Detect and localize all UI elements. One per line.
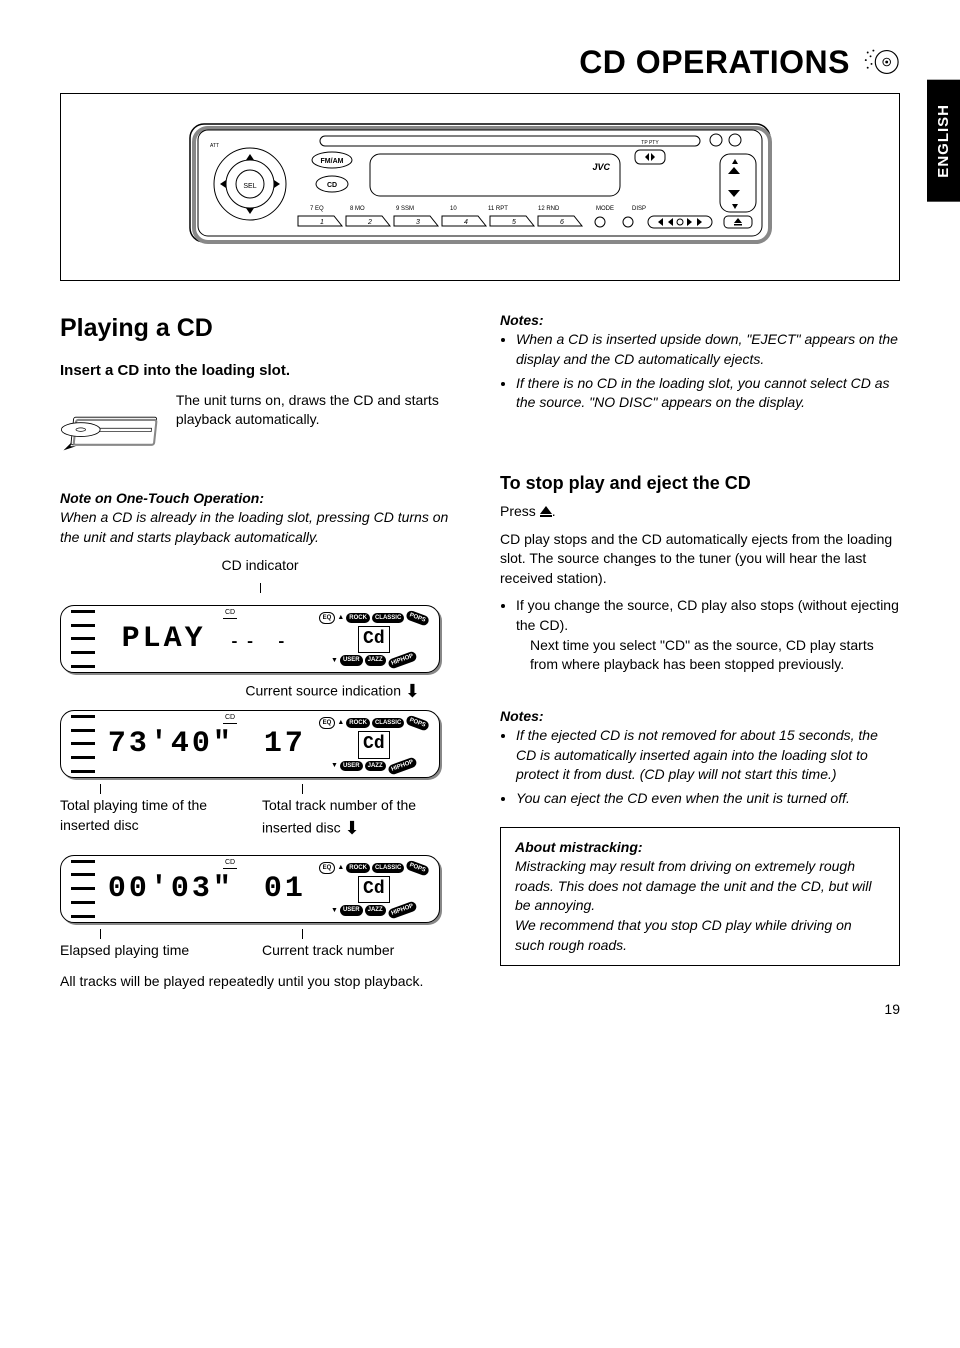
- svg-text:8 MO: 8 MO: [350, 206, 365, 212]
- notes2-heading: Notes:: [500, 707, 900, 727]
- svg-text:2: 2: [367, 219, 372, 226]
- insert-cd-illustration: [60, 391, 164, 471]
- cd-indicator-label: CD indicator: [60, 556, 460, 576]
- elapsed-label: Elapsed playing time: [60, 942, 189, 958]
- lcd-main-text: PLAY: [122, 618, 206, 660]
- language-tab: ENGLISH: [927, 80, 960, 202]
- insert-heading: Insert a CD into the loading slot.: [60, 360, 460, 381]
- notes1-heading: Notes:: [500, 311, 900, 331]
- note-item: When a CD is inserted upside down, "EJEC…: [516, 330, 900, 369]
- lcd-total-time: 73'40": [108, 723, 234, 765]
- stop-body: CD play stops and the CD automatically e…: [500, 530, 900, 589]
- section-heading-playing: Playing a CD: [60, 311, 460, 346]
- lcd-display-elapsed: CD 00'03" 01 EQ ▲ ROCK CLASSIC POPS: [60, 855, 440, 923]
- eject-icon: [540, 506, 552, 514]
- stop-bullet: If you change the source, CD play also s…: [516, 596, 900, 635]
- svg-text:5: 5: [512, 219, 516, 226]
- svg-text:SEL: SEL: [243, 183, 256, 190]
- svg-text:ATT: ATT: [210, 143, 219, 149]
- down-arrow-icon: ⬇: [344, 816, 359, 841]
- page-title: CD OPERATIONS: [579, 40, 850, 85]
- svg-text:4: 4: [464, 219, 468, 226]
- mistracking-box: About mistracking: Mistracking may resul…: [500, 827, 900, 967]
- svg-text:11 RPT: 11 RPT: [488, 206, 508, 212]
- svg-text:TP PTY: TP PTY: [641, 140, 659, 146]
- insert-body-text: The unit turns on, draws the CD and star…: [176, 391, 460, 430]
- stop-indent-note: Next time you select "CD" as the source,…: [500, 636, 900, 675]
- lcd-current-track: 01: [264, 868, 306, 910]
- stop-heading: To stop play and eject the CD: [500, 471, 900, 496]
- total-time-label: Total playing time of the inserted disc: [60, 797, 207, 833]
- svg-text:9 SSM: 9 SSM: [396, 206, 414, 212]
- one-touch-heading: Note on One-Touch Operation:: [60, 490, 264, 506]
- press-label: Press: [500, 503, 540, 519]
- device-illustration-frame: SEL FM/AM CD JVC TP PTY: [60, 93, 900, 281]
- current-track-label: Current track number: [262, 942, 394, 958]
- note-item: If the ejected CD is not removed for abo…: [516, 726, 900, 785]
- svg-text:6: 6: [560, 219, 564, 226]
- svg-text:MODE: MODE: [596, 206, 614, 212]
- svg-text:10: 10: [450, 206, 457, 212]
- svg-text:DISP: DISP: [632, 206, 646, 212]
- lcd-total-tracks: 17: [264, 723, 306, 765]
- note-item: If there is no CD in the loading slot, y…: [516, 374, 900, 413]
- svg-text:12 RND: 12 RND: [538, 206, 560, 212]
- mistrack-body: We recommend that you stop CD play while…: [515, 916, 885, 955]
- cd-icon: [862, 43, 900, 81]
- total-tracks-label: Total track number of the inserted disc: [262, 797, 416, 835]
- repeat-body: All tracks will be played repeatedly unt…: [60, 972, 460, 992]
- car-radio-illustration: SEL FM/AM CD JVC TP PTY: [180, 114, 780, 254]
- svg-text:JVC: JVC: [592, 162, 610, 172]
- mistrack-heading: About mistracking:: [515, 838, 885, 858]
- note-item: You can eject the CD even when the unit …: [516, 789, 900, 809]
- svg-text:FM/AM: FM/AM: [321, 158, 344, 165]
- mistrack-body: Mistracking may result from driving on e…: [515, 857, 885, 916]
- current-source-label: Current source indication: [245, 682, 401, 698]
- down-arrow-icon: ⬇: [405, 679, 420, 704]
- svg-text:1: 1: [320, 219, 324, 226]
- svg-text:CD: CD: [327, 182, 337, 189]
- svg-text:3: 3: [416, 219, 420, 226]
- one-touch-body: When a CD is already in the loading slot…: [60, 508, 460, 547]
- lcd-display-play: CD PLAY -- - EQ ▲ ROCK CLASSIC POPS: [60, 605, 440, 673]
- svg-text:7 EQ: 7 EQ: [310, 206, 324, 212]
- page-number: 19: [884, 1000, 900, 1020]
- lcd-elapsed-time: 00'03": [108, 868, 234, 910]
- lcd-display-total: CD 73'40" 17 EQ ▲ ROCK CLASSIC POPS: [60, 710, 440, 778]
